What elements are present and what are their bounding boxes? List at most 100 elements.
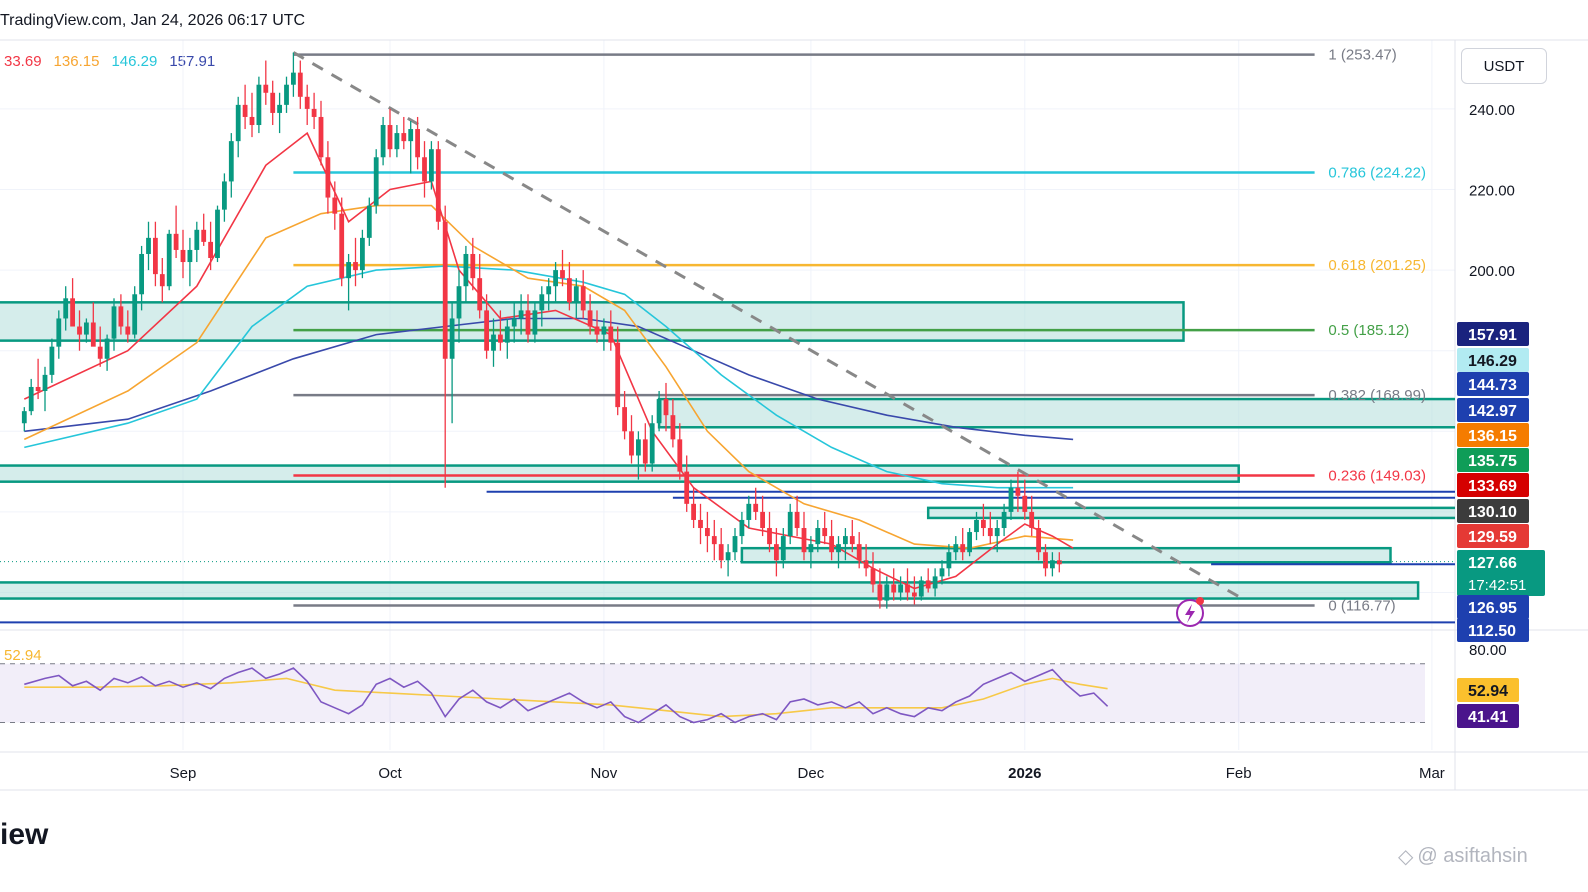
rsi-band-fill: [0, 663, 1425, 723]
candle-body: [284, 84, 289, 105]
candle-body: [746, 503, 752, 520]
candle-body: [698, 519, 703, 529]
candle-body: [118, 306, 124, 327]
lightning-icon[interactable]: [1176, 597, 1204, 627]
price-tag-bg: [1457, 322, 1529, 346]
candle-body: [318, 116, 324, 158]
candle-body: [994, 528, 1000, 537]
candle-body: [84, 322, 89, 335]
rsi-y-tick-label: 80.00: [1469, 642, 1507, 659]
candle-body: [663, 399, 669, 416]
candle-body: [849, 536, 855, 545]
fib-level-label: 0.236 (149.03): [1328, 468, 1426, 485]
rsi-tag-label: 41.41: [1468, 709, 1508, 726]
candle-body: [249, 116, 255, 126]
candle-body: [863, 560, 869, 569]
candle-body: [843, 536, 848, 545]
candle-body: [415, 129, 420, 158]
candle-body: [28, 386, 34, 412]
candle-body: [946, 552, 952, 569]
currency-selector[interactable]: USDT: [1461, 48, 1547, 84]
price-tags: 157.91 146.29 144.73 142.97 136.15 135.75 133.…: [1457, 322, 1545, 642]
watermark-text: @ asiftahsin: [1417, 845, 1528, 867]
candle-body: [449, 318, 455, 359]
rsi-pane: [0, 663, 1425, 724]
rsi-line: [24, 667, 1109, 724]
candle-body: [560, 270, 565, 279]
fib-level-label: 0.382 (168.99): [1328, 387, 1426, 404]
price-tag-label: 133.69: [1468, 478, 1517, 495]
candle-body: [836, 544, 841, 553]
candle-body: [256, 84, 262, 126]
candle-body: [615, 342, 621, 408]
candle-body: [1056, 560, 1062, 565]
header-timestamp: Jan 24, 2026 06:17 UTC: [130, 12, 306, 29]
candle-body: [780, 536, 786, 561]
candle-body: [580, 286, 586, 311]
candle-body: [587, 310, 593, 327]
candle-body: [815, 528, 821, 545]
ema50-line: [23, 204, 1074, 550]
fib-level-label: 0.5 (185.12): [1328, 322, 1409, 339]
candle-body: [304, 96, 310, 109]
candle-body: [670, 415, 676, 440]
notification-dot: [1196, 597, 1204, 605]
candle-body: [532, 310, 538, 335]
support-resistance-zone: [0, 464, 1240, 483]
price-tag-label: 126.95: [1468, 600, 1517, 617]
candle-body: [787, 511, 793, 537]
candle-body: [42, 374, 48, 391]
candle-body: [884, 584, 890, 601]
rsi-tag-label: 52.94: [1468, 683, 1508, 700]
plot-area: [0, 51, 1455, 624]
candle-body: [974, 519, 979, 533]
candle-body: [297, 72, 303, 97]
candle-body: [49, 346, 55, 375]
candle-body: [1029, 511, 1035, 529]
candle-body: [932, 576, 938, 589]
candle-body: [90, 322, 96, 347]
price-tag-bg: [1457, 348, 1529, 372]
fib-level-label: 0 (116.77): [1328, 598, 1395, 615]
price-tag-label: 146.29: [1468, 353, 1517, 370]
candle-body: [277, 104, 282, 113]
candle-body: [504, 326, 510, 343]
candle-body: [159, 274, 165, 287]
candle-body: [35, 386, 41, 391]
x-axis-tick-label: Oct: [378, 765, 402, 782]
candle-body: [918, 580, 924, 597]
rsi-legend-value: 52.94: [4, 647, 42, 664]
candle-body: [429, 149, 434, 182]
ma-value-ema20: 33.69: [4, 53, 42, 70]
brand-logo-text: iew: [0, 818, 49, 851]
candle-body: [146, 237, 151, 254]
candle-body: [822, 528, 828, 537]
price-tag-bg: [1457, 398, 1529, 422]
price-tag-bg: [1457, 550, 1545, 596]
candle-body: [967, 532, 972, 553]
candle-body: [794, 511, 800, 529]
candle-body: [132, 294, 138, 335]
candle-body: [1001, 511, 1007, 529]
candle-body: [339, 213, 345, 279]
price-chart[interactable]: 1 (253.47) 0.786 (224.22) 0.618 (201.25) 0.…: [0, 0, 1588, 800]
candle-body: [435, 149, 441, 222]
candle-body: [325, 157, 331, 198]
candle-body: [456, 286, 462, 319]
candle-body: [898, 584, 903, 593]
candle-body: [208, 241, 213, 259]
price-tag-label: 129.59: [1468, 529, 1517, 546]
candle-body: [166, 233, 172, 287]
candle-body: [1050, 560, 1055, 569]
candle-body: [228, 141, 234, 182]
candle-body: [705, 528, 710, 537]
y-axis-tick-label: 240.00: [1469, 102, 1515, 119]
candle-body: [829, 536, 834, 553]
price-tag-bg: [1457, 423, 1529, 447]
price-tag-bg: [1457, 595, 1529, 619]
candle-body: [394, 133, 400, 150]
moving-average-legend: 33.69 136.15 146.29 157.91: [4, 53, 215, 70]
candle-body: [808, 544, 814, 553]
candle-body: [242, 104, 248, 117]
candle-body: [960, 544, 966, 553]
